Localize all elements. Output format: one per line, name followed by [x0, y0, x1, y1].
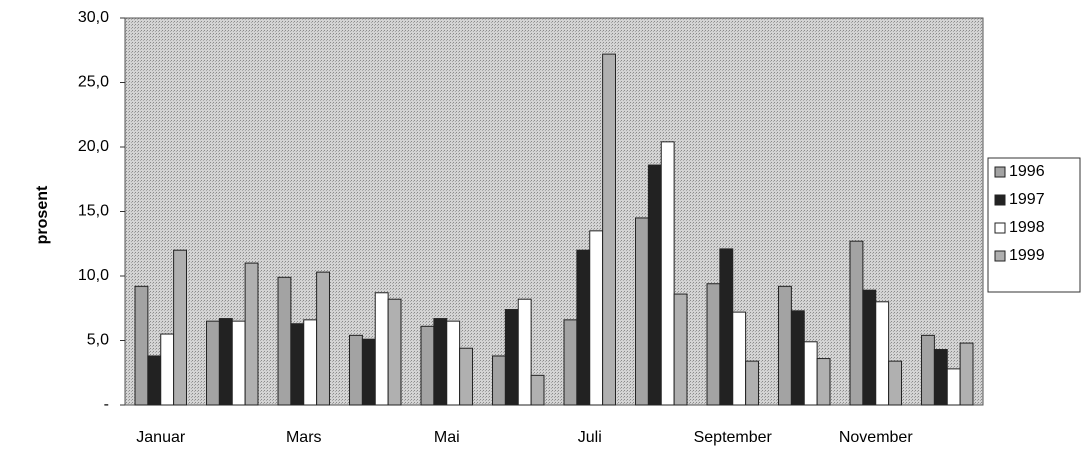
bar: [504, 309, 519, 406]
bar: [849, 240, 864, 406]
x-tick-label: Mai: [434, 429, 460, 446]
bar: [888, 360, 902, 406]
bar: [218, 318, 233, 406]
bar: [862, 289, 877, 406]
legend-swatch: [994, 166, 1006, 178]
bar: [660, 141, 675, 406]
bar: [134, 285, 149, 406]
y-tick-label: 30,0: [78, 9, 109, 26]
bar: [387, 298, 402, 406]
bar: [147, 355, 162, 406]
bar: [231, 320, 246, 406]
bar: [816, 358, 831, 406]
x-tick-label: November: [839, 429, 913, 446]
bar: [921, 334, 935, 406]
legend-swatch: [994, 250, 1006, 262]
y-tick-label: 25,0: [78, 74, 109, 91]
bar: [946, 368, 961, 406]
bar: [530, 374, 545, 406]
y-tick-label: -: [104, 396, 109, 413]
x-tick-label: September: [694, 429, 773, 446]
bar: [635, 217, 649, 406]
plot-area: [124, 17, 984, 406]
y-tick-label: 20,0: [78, 138, 109, 155]
legend-label: 1996: [1009, 163, 1045, 180]
bar: [602, 53, 616, 406]
legend-swatch: [994, 222, 1006, 234]
bar: [206, 320, 220, 406]
bar: [459, 347, 473, 406]
bar: [778, 285, 792, 406]
bar: [673, 293, 688, 406]
bar: [492, 355, 506, 406]
bar: [374, 292, 389, 406]
bar: [277, 276, 292, 406]
bar: [875, 301, 890, 406]
bar: [173, 249, 187, 406]
legend-label: 1998: [1009, 219, 1045, 236]
bar: [959, 342, 974, 406]
y-axis-label: prosent: [34, 185, 51, 244]
legend-swatch: [994, 194, 1006, 206]
x-tick-label: Juli: [578, 429, 602, 446]
bar: [349, 334, 363, 406]
y-tick-label: 15,0: [78, 203, 109, 220]
bar: [647, 164, 662, 406]
bar: [420, 325, 435, 406]
legend-label: 1999: [1009, 247, 1045, 264]
bar: [706, 283, 721, 406]
bar: [361, 338, 376, 406]
bar: [563, 319, 578, 406]
legend-label: 1997: [1009, 191, 1045, 208]
bar: [790, 310, 805, 406]
bar: [803, 341, 818, 406]
bar: [290, 323, 305, 406]
bar: [719, 248, 734, 406]
bar: [446, 320, 461, 406]
bar: [316, 271, 330, 406]
bar: [933, 349, 948, 406]
bar: [244, 262, 259, 406]
y-tick-label: 10,0: [78, 267, 109, 284]
y-tick-label: 5,0: [87, 332, 109, 349]
bar: [433, 318, 448, 406]
bar: [589, 230, 604, 406]
bar: [576, 249, 591, 406]
bar: [745, 360, 759, 406]
bar: [732, 311, 747, 406]
bar: [517, 298, 532, 406]
bar: [303, 319, 318, 406]
bar: [160, 333, 175, 406]
x-tick-label: Mars: [286, 429, 322, 446]
x-tick-label: Januar: [136, 429, 186, 446]
